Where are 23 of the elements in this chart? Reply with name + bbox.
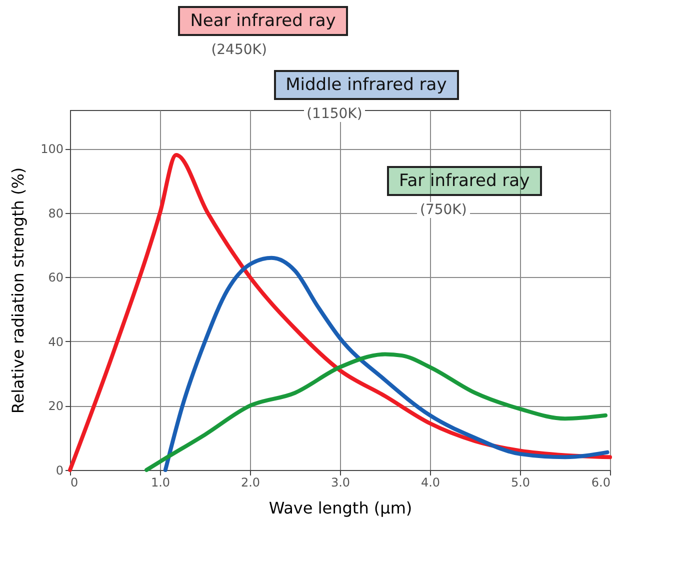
x-tick-label: 2.0 [240, 476, 260, 490]
text: Middle infrared ray [274, 70, 459, 100]
x-tick-label: 5.0 [510, 476, 530, 490]
annotation: (1150K) [304, 106, 366, 122]
x-tick-label: 0 [70, 476, 78, 490]
y-tick-label: 100 [40, 142, 64, 156]
text: (2450K) [208, 42, 270, 58]
y-tick-label: 60 [48, 270, 64, 285]
text: Far infrared ray [387, 166, 542, 196]
text: Near infrared ray [178, 6, 348, 36]
line-series [163, 256, 610, 472]
y-tick-label: 20 [48, 399, 64, 414]
x-axis-title: Wave length (µm) [268, 498, 412, 518]
annotation: (750K) [417, 202, 470, 218]
y-axis-title: Relative radiation strength (%) [8, 167, 28, 414]
y-tick-label: 0 [56, 464, 64, 478]
x-tick-label: 6.0 [591, 476, 610, 490]
y-tick-label: 40 [48, 334, 64, 349]
x-tick-label: 3.0 [330, 476, 350, 490]
y-tick-label: 80 [48, 206, 64, 220]
x-tick-label: 1.0 [150, 476, 170, 490]
x-tick-label: 4.0 [420, 476, 440, 490]
line-series [144, 352, 608, 472]
